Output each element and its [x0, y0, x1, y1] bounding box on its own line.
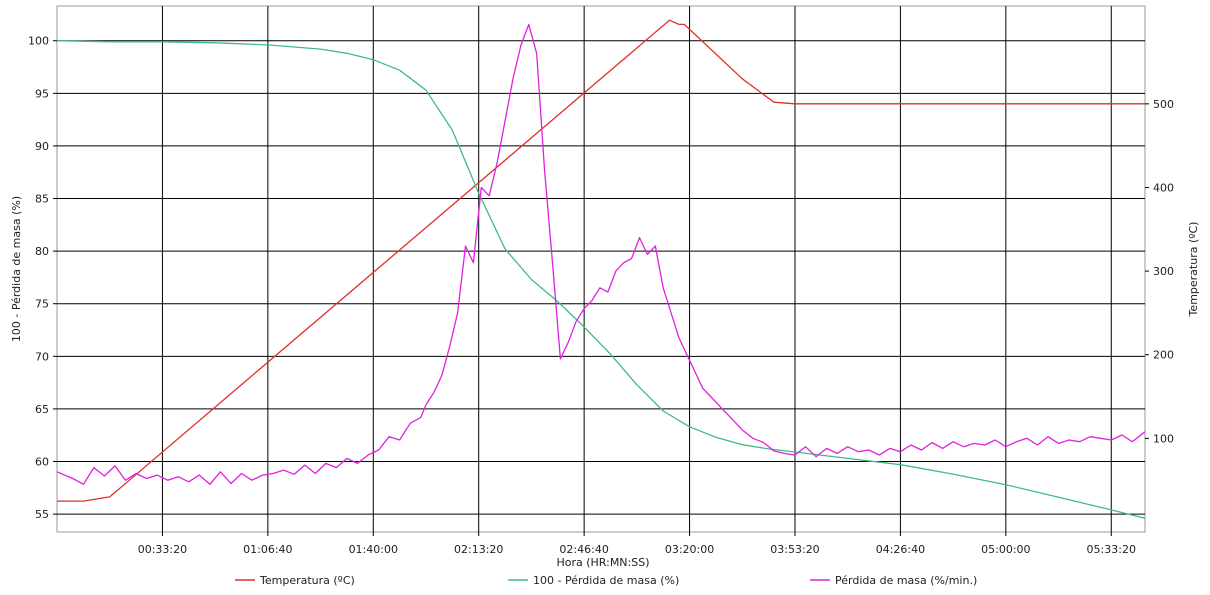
x-tick-label: 02:13:20: [454, 543, 503, 556]
x-tick-label: 00:33:20: [138, 543, 187, 556]
y-right-tick-label: 300: [1153, 265, 1174, 278]
x-tick-label: 03:20:00: [665, 543, 714, 556]
x-tick-label: 03:53:20: [770, 543, 819, 556]
y-right-tick-label: 100: [1153, 432, 1174, 445]
y-left-tick-label: 55: [35, 508, 49, 521]
y-right-tick-label: 400: [1153, 181, 1174, 194]
y-axis-left-title: 100 - Pérdida de masa (%): [10, 196, 23, 342]
y-left-tick-label: 75: [35, 298, 49, 311]
plot-area: [57, 6, 1145, 532]
x-tick-label: 02:46:40: [559, 543, 608, 556]
x-tick-label: 01:06:40: [243, 543, 292, 556]
y-right-tick-label: 500: [1153, 98, 1174, 111]
legend-label-masa: 100 - Pérdida de masa (%): [533, 574, 679, 587]
y-axis-right-ticks: 100 200 300 400 500: [1145, 98, 1174, 445]
y-left-tick-label: 90: [35, 140, 49, 153]
legend-label-perdida: Pérdida de masa (%/min.): [835, 574, 977, 587]
y-axis-right-title: Temperatura (ºC): [1187, 222, 1200, 318]
y-left-tick-label: 100: [28, 35, 49, 48]
legend-label-temperatura: Temperatura (ºC): [259, 574, 355, 587]
legend: Temperatura (ºC) 100 - Pérdida de masa (…: [235, 574, 977, 587]
y-left-tick-label: 80: [35, 245, 49, 258]
y-left-tick-label: 65: [35, 403, 49, 416]
y-left-tick-label: 70: [35, 350, 49, 363]
x-axis-title: Hora (HR:MN:SS): [556, 556, 649, 569]
y-left-tick-label: 95: [35, 87, 49, 100]
x-axis-ticks: 00:33:20 01:06:40 01:40:00 02:13:20 02:46:40…: [138, 532, 1136, 556]
y-left-tick-label: 85: [35, 193, 49, 206]
x-tick-label: 04:26:40: [876, 543, 925, 556]
x-tick-label: 05:33:20: [1087, 543, 1136, 556]
y-left-tick-label: 60: [35, 456, 49, 469]
y-axis-left-ticks: 55 60 65 70 75 80 85 90 95 100: [28, 35, 57, 521]
x-tick-label: 05:00:00: [981, 543, 1030, 556]
x-tick-label: 01:40:00: [349, 543, 398, 556]
y-right-tick-label: 200: [1153, 349, 1174, 362]
